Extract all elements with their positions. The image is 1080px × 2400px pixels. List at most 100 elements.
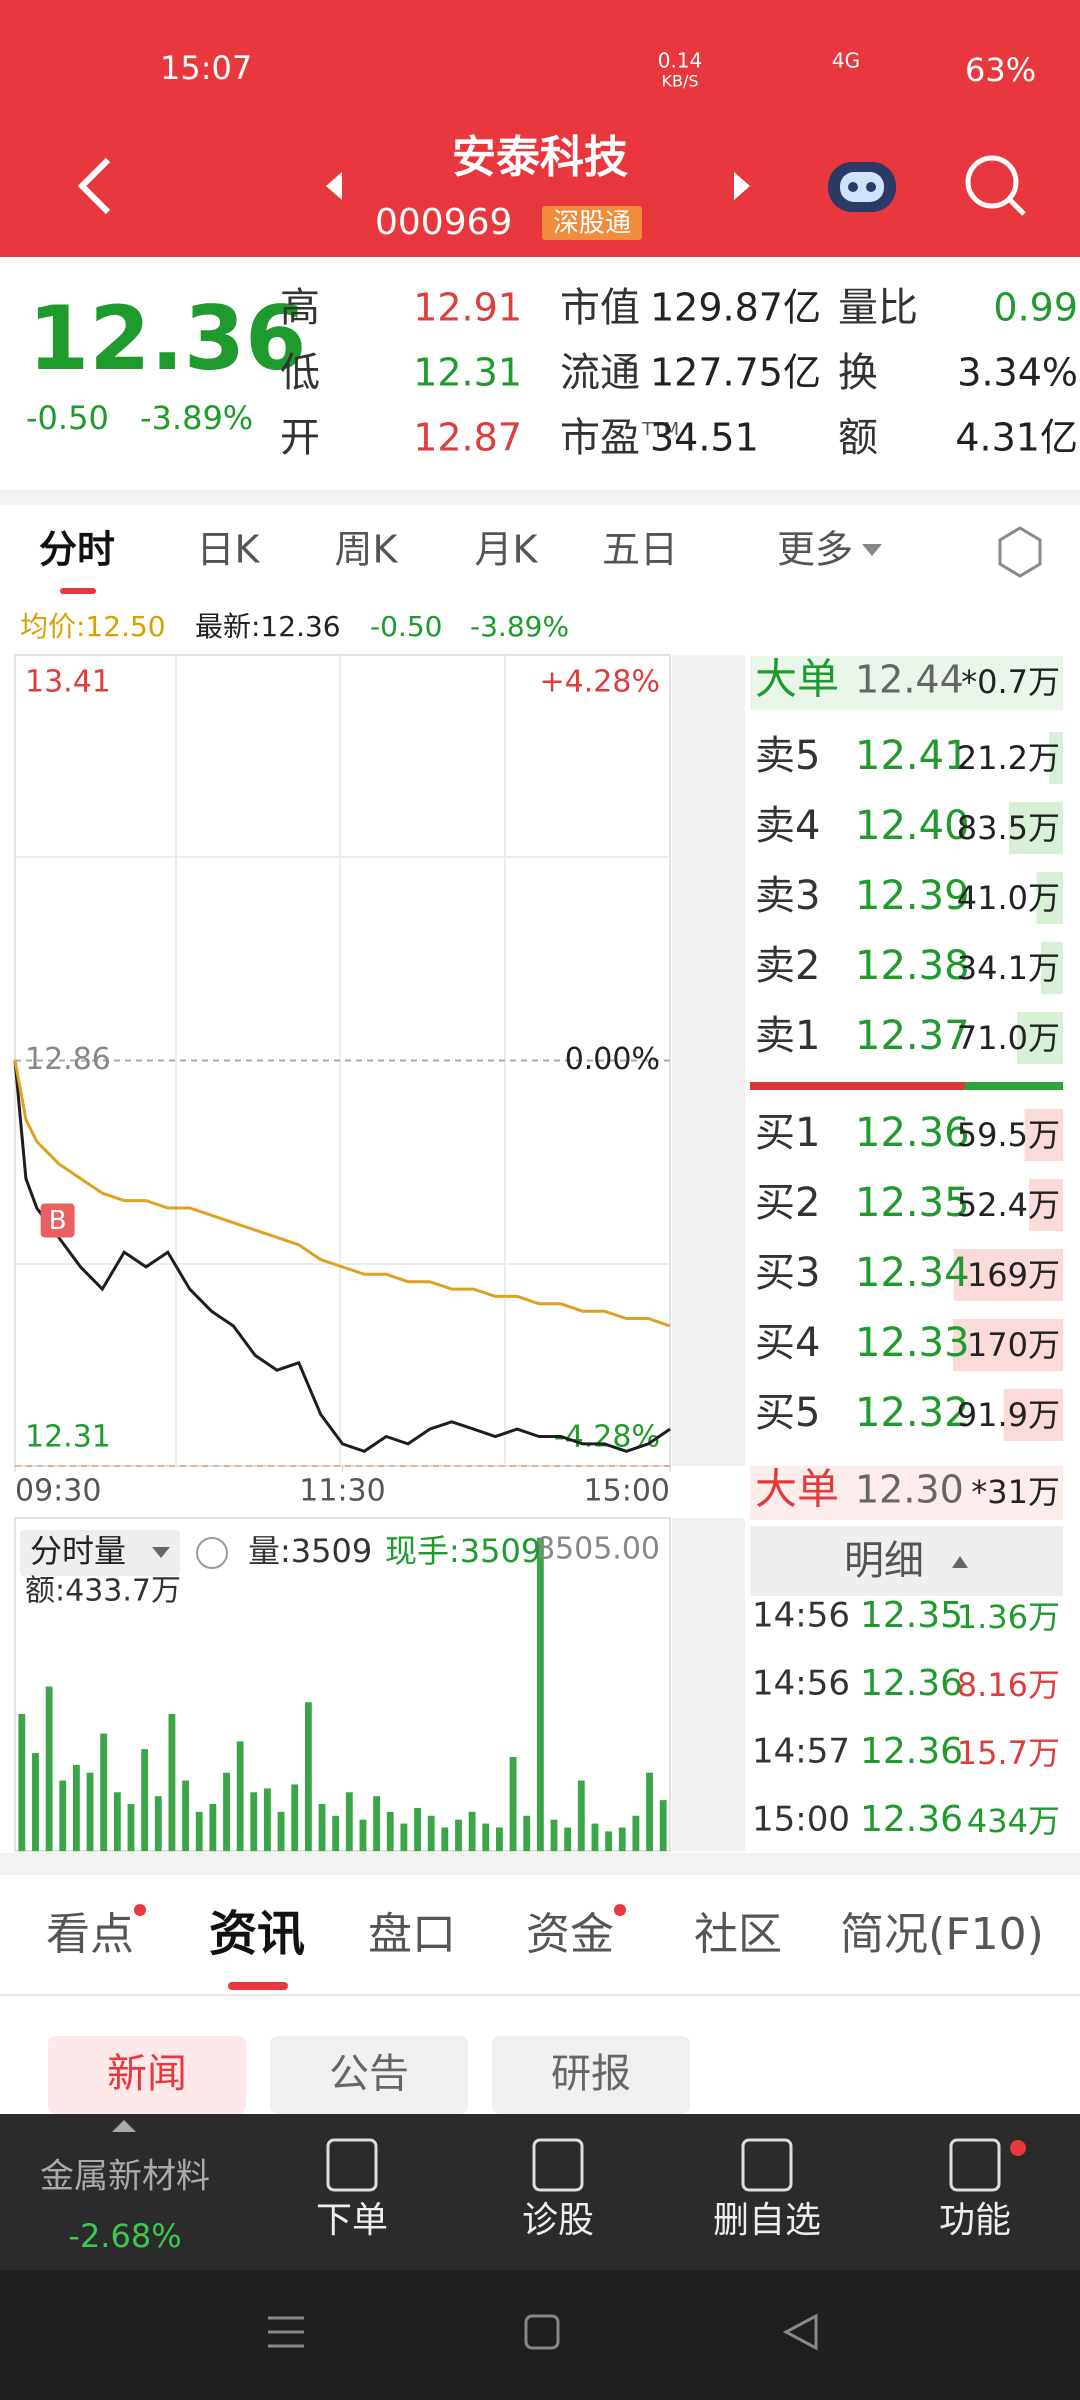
sub-tab-bg[interactable] [270, 2036, 468, 2114]
info-tab[interactable]: 看点 [46, 1909, 134, 1960]
level-vol: 34.1万 [957, 949, 1060, 987]
trade-price: 12.36 [860, 1799, 963, 1840]
stat-value: 34.51 [650, 416, 759, 460]
level-price: 12.40 [855, 803, 970, 849]
detail-title[interactable]: 明细 [844, 1538, 924, 1584]
y-tick-label: 13.41 [25, 665, 111, 700]
volume-bar [536, 1537, 544, 1851]
prev-stock[interactable] [326, 172, 342, 200]
tab-underline [60, 588, 96, 594]
volume-bar [468, 1811, 476, 1851]
stat-sup: TTM [641, 419, 679, 440]
stat-label: 额 [838, 415, 878, 461]
level-price: 12.36 [855, 1110, 970, 1156]
y-tick-label: 12.86 [25, 1042, 111, 1077]
volume-bar [72, 1764, 80, 1851]
level-label: 卖1 [755, 1013, 820, 1059]
sub-tab[interactable]: 研报 [551, 2051, 631, 2097]
volume-bar [291, 1784, 299, 1851]
spread-bar-ask [965, 1082, 1063, 1090]
detail-header[interactable] [750, 1526, 1063, 1596]
level-vol: 170万 [967, 1326, 1060, 1364]
volume-bar [250, 1792, 258, 1851]
chart-tab[interactable]: 周K [335, 528, 399, 572]
info-tab[interactable]: 社区 [694, 1909, 782, 1960]
nav-icon[interactable] [949, 2138, 1001, 2192]
avg-price: 均价:12.50 [20, 610, 166, 643]
stat-value: 3.34% [957, 351, 1078, 395]
nav-item[interactable]: 下单 [316, 2200, 388, 2241]
y-tick-label: 8505.00 [536, 1532, 660, 1567]
volume-bar [455, 1819, 462, 1851]
badge-dot [614, 1904, 626, 1916]
volume-title[interactable]: 分时量 [30, 1532, 126, 1570]
depth-bar [1024, 1109, 1063, 1161]
chart-tab[interactable]: 五日 [602, 528, 678, 572]
back-button[interactable] [77, 157, 111, 215]
nav-icon[interactable] [326, 2138, 378, 2192]
stat-label: 市盈 [560, 415, 640, 461]
level-price: 12.41 [855, 733, 970, 779]
sector-name[interactable]: 金属新材料 [40, 2157, 210, 2197]
volume-bar [373, 1796, 381, 1851]
trade-vol: 1.36万 [957, 1598, 1060, 1636]
status-time: 15:07 [160, 49, 252, 87]
level-vol: 91.9万 [957, 1396, 1060, 1434]
settings-icon[interactable] [998, 526, 1042, 578]
pct-label: -4.28% [554, 1420, 660, 1455]
stat-label: 换 [838, 350, 878, 396]
nav-item[interactable]: 功能 [939, 2200, 1011, 2241]
nav-icon[interactable] [532, 2138, 584, 2192]
robot-icon[interactable] [828, 162, 896, 212]
trade-vol: 434万 [967, 1802, 1060, 1840]
sub-tab[interactable]: 新闻 [107, 2051, 187, 2097]
level-price: 12.35 [855, 1180, 970, 1226]
stat-label: 高 [280, 285, 320, 331]
level-label: 卖4 [755, 803, 820, 849]
sector-expand[interactable] [112, 2120, 136, 2132]
volume-bar [113, 1792, 121, 1851]
info-tab[interactable]: 资讯 [209, 1906, 305, 1962]
more-arrow [862, 544, 882, 556]
volume-bar [209, 1804, 217, 1851]
volume-bar [509, 1757, 517, 1851]
volume-bar [659, 1800, 667, 1851]
level-label: 买4 [755, 1320, 820, 1366]
nav-item[interactable]: 删自选 [713, 2200, 821, 2241]
after-hours-volume [672, 1518, 745, 1851]
trade-marker-label: B [49, 1206, 67, 1236]
volume-selector[interactable] [20, 1530, 180, 1576]
volume-bar [646, 1772, 653, 1851]
amount: 额:433.7万 [25, 1574, 181, 1609]
info-tab[interactable]: 简况(F10) [840, 1909, 1044, 1960]
depth-bar [1029, 1179, 1063, 1231]
volume-bar [332, 1815, 340, 1851]
chart-tab[interactable]: 日K [197, 528, 261, 572]
nav-item[interactable]: 诊股 [522, 2200, 594, 2241]
help-icon[interactable] [196, 1537, 228, 1569]
change-pct: -3.89% [470, 610, 569, 643]
system-nav [268, 2313, 818, 2351]
sub-tab-bg[interactable] [492, 2036, 690, 2114]
chart-tab[interactable]: 月K [475, 528, 539, 572]
volume-bar [345, 1792, 353, 1851]
sub-tab[interactable]: 公告 [329, 2051, 409, 2097]
chart-tab[interactable]: 分时 [39, 528, 115, 572]
volume-bar [277, 1811, 285, 1851]
search-button[interactable] [965, 155, 1026, 216]
volume-bar [577, 1780, 585, 1851]
stat-value: 12.31 [413, 351, 522, 395]
info-tab[interactable]: 盘口 [368, 1909, 456, 1960]
nav-icon[interactable] [741, 2138, 793, 2192]
sub-tab-bg[interactable] [48, 2036, 246, 2114]
stat-value: 12.91 [413, 286, 522, 330]
change: -0.50 [370, 610, 442, 643]
big-order-vol: *31万 [971, 1473, 1060, 1511]
volume-bar [195, 1811, 203, 1851]
next-stock[interactable] [734, 172, 750, 200]
level-vol: 21.2万 [957, 739, 1060, 777]
info-tab[interactable]: 资金 [526, 1909, 614, 1960]
chart-tab[interactable]: 更多 [777, 528, 853, 572]
volume-bar [154, 1796, 162, 1851]
